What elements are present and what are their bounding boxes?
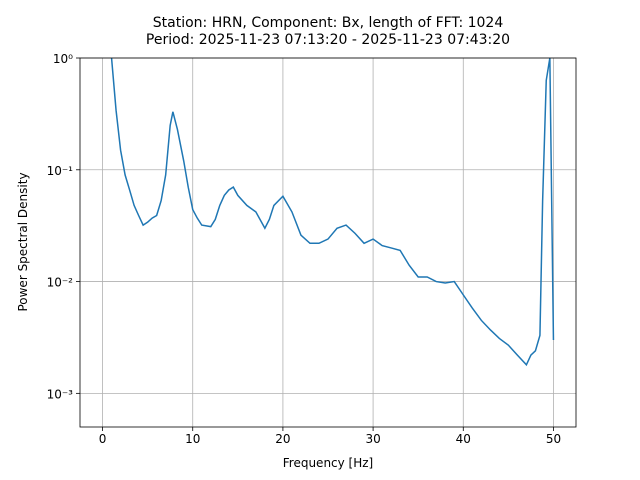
chart-title: Station: HRN, Component: Bx, length of F… (153, 15, 504, 31)
y-axis-label: Power Spectral Density (16, 172, 30, 311)
x-tick-label: 0 (99, 432, 107, 446)
x-axis-label: Frequency [Hz] (283, 456, 374, 470)
y-tick-label: 10⁻² (47, 276, 74, 290)
y-tick-label: 10⁻³ (47, 387, 74, 401)
y-tick-label: 10⁰ (53, 52, 73, 66)
x-tick-label: 20 (275, 432, 290, 446)
data-line (110, 58, 555, 367)
chart-subtitle: Period: 2025-11-23 07:13:20 - 2025-11-23… (146, 32, 510, 48)
y-tick-label: 10⁻¹ (47, 164, 74, 178)
plot-frame (79, 57, 577, 428)
x-tick-label: 10 (185, 432, 200, 446)
x-tick-label: 50 (546, 432, 561, 446)
x-tick-label: 30 (365, 432, 380, 446)
x-tick-label: 40 (456, 432, 471, 446)
